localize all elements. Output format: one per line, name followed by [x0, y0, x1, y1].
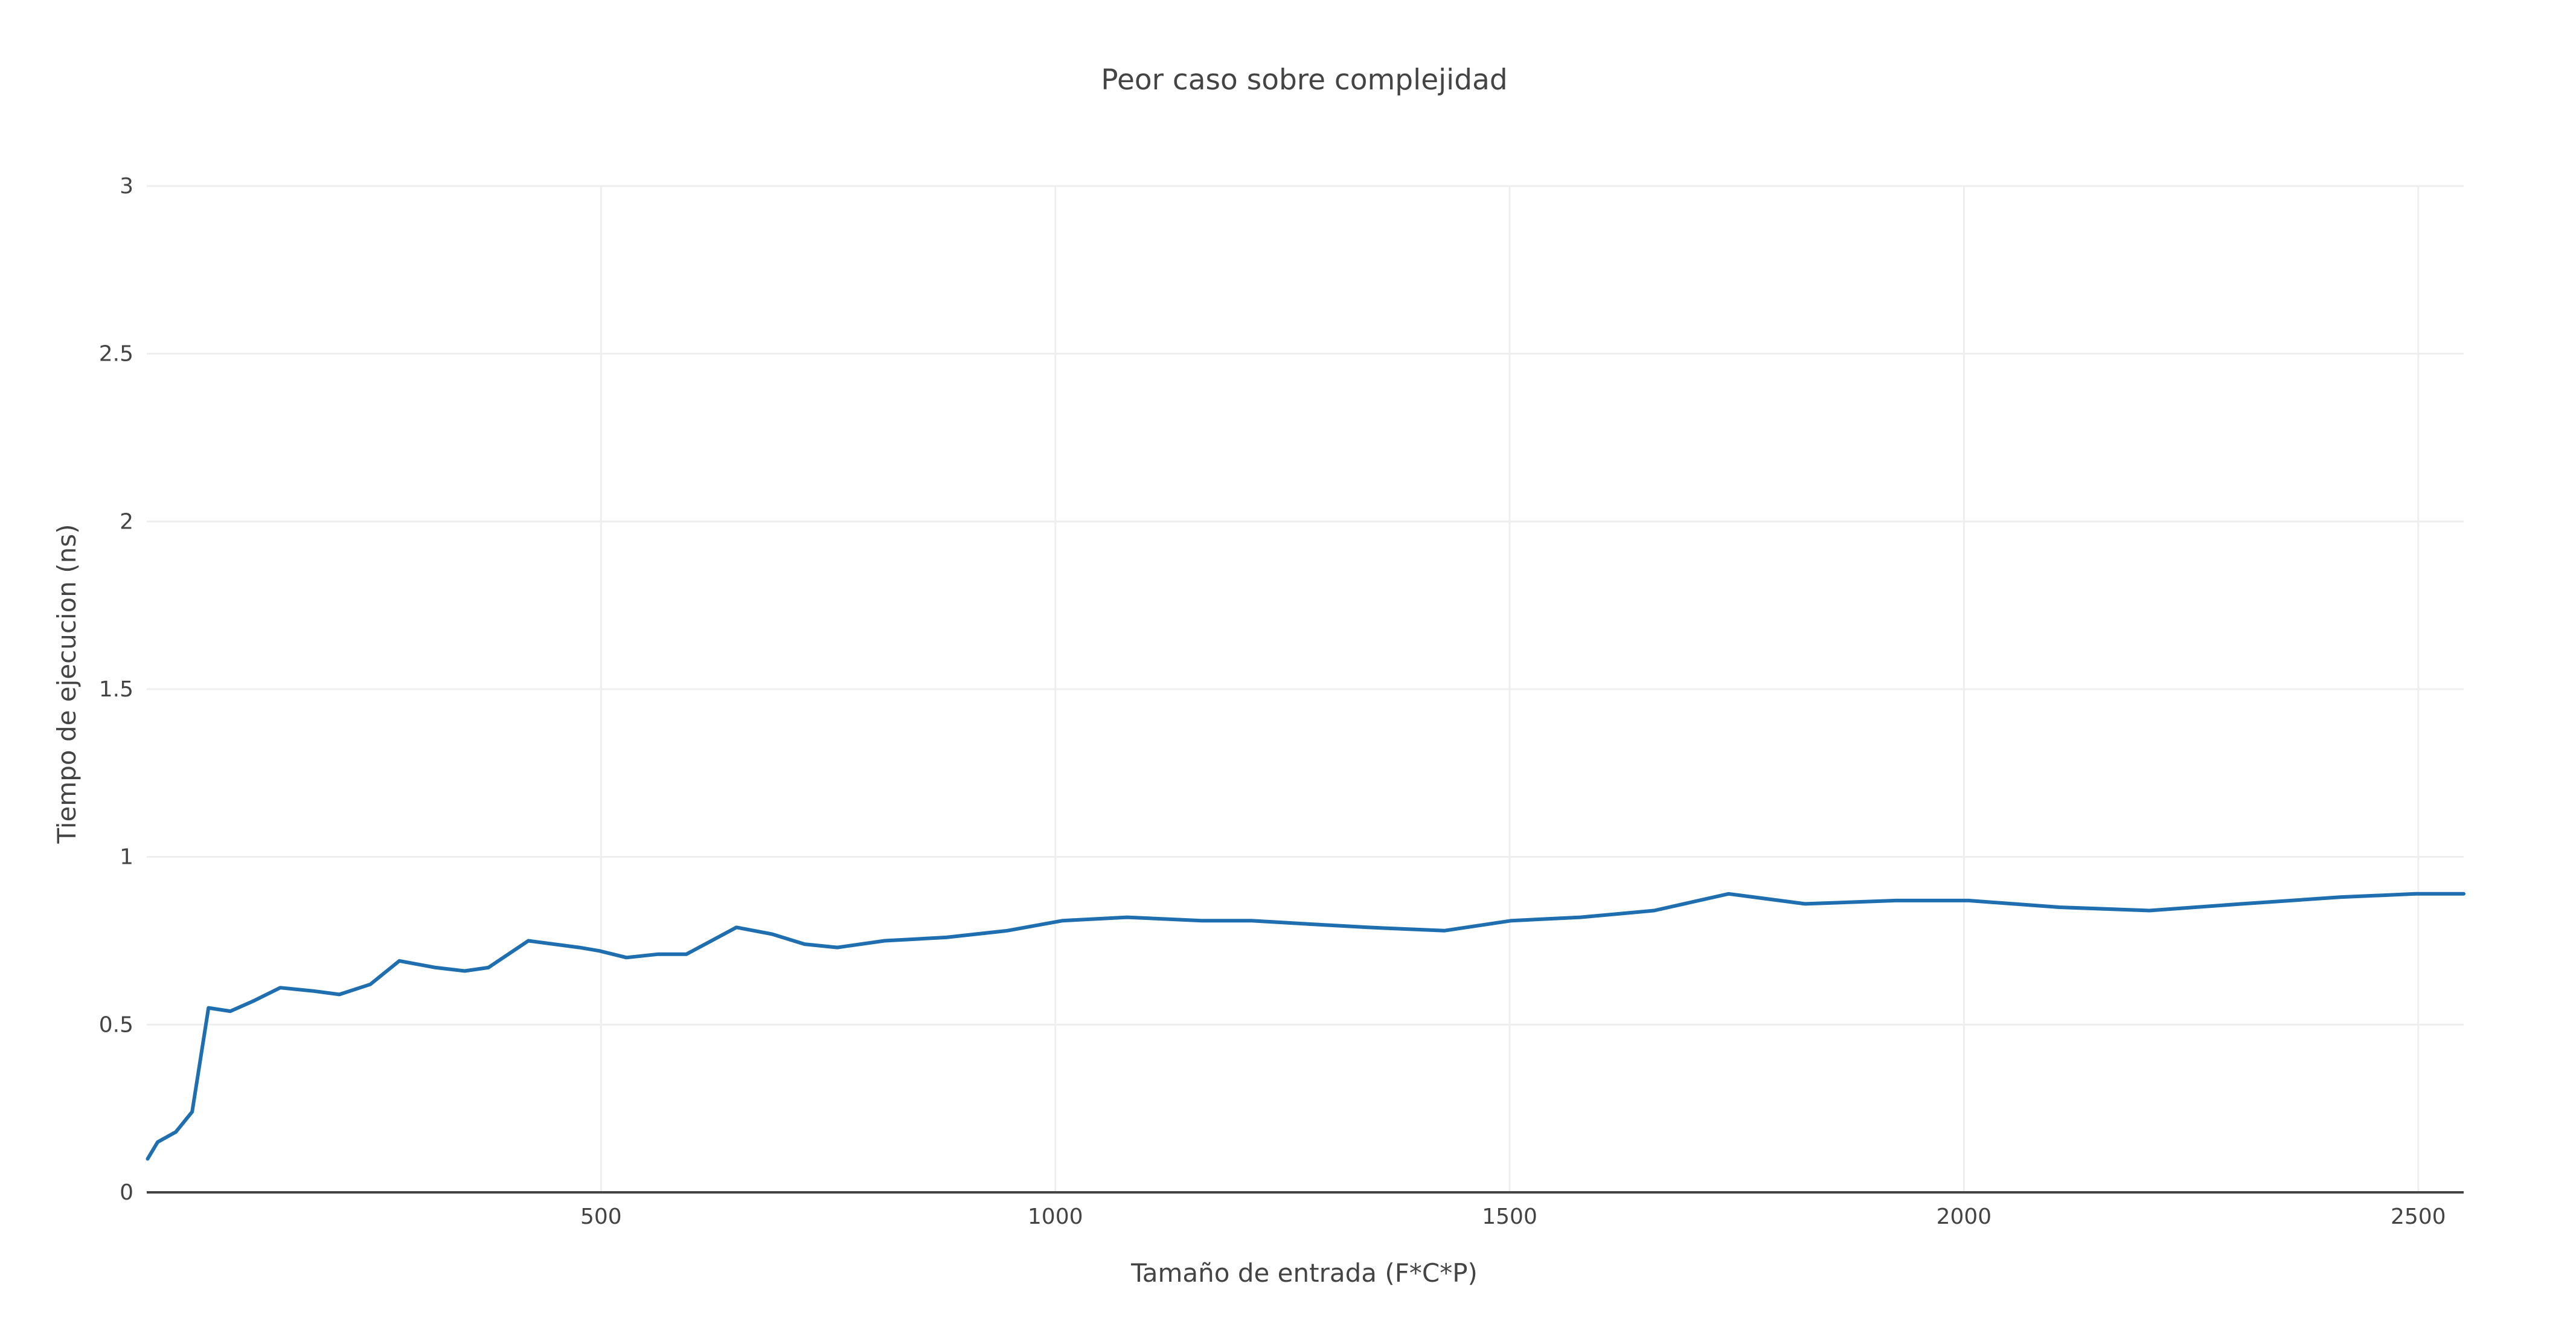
- chart-title: Peor caso sobre complejidad: [1101, 63, 1507, 97]
- gridlines: [147, 185, 2464, 1192]
- series-line: [146, 892, 2465, 1161]
- x-tick-label: 500: [580, 1204, 622, 1229]
- x-axis-title: Tamaño de entrada (F*C*P): [1130, 1258, 1478, 1288]
- y-tick-label: 0: [120, 1180, 133, 1205]
- x-tick-label: 2500: [2391, 1204, 2446, 1229]
- x-tick-label: 2000: [1937, 1204, 1992, 1229]
- y-tick-label: 3: [120, 174, 133, 199]
- series-layer: [146, 892, 2465, 1161]
- y-tick-label: 1.5: [99, 677, 133, 702]
- axes: 0 0.5 1 1.5 2 2.5 3 500 1000 1500 2000 2500: [99, 174, 2464, 1229]
- y-tick-label: 0.5: [99, 1012, 133, 1037]
- y-tick-label: 2.5: [99, 342, 133, 367]
- x-tick-label: 1500: [1482, 1204, 1537, 1229]
- x-tick-label: 1000: [1028, 1204, 1083, 1229]
- y-axis-title: Tiempo de ejecucion (ns): [52, 524, 82, 844]
- y-tick-label: 1: [120, 845, 133, 870]
- y-tick-label: 2: [120, 509, 133, 534]
